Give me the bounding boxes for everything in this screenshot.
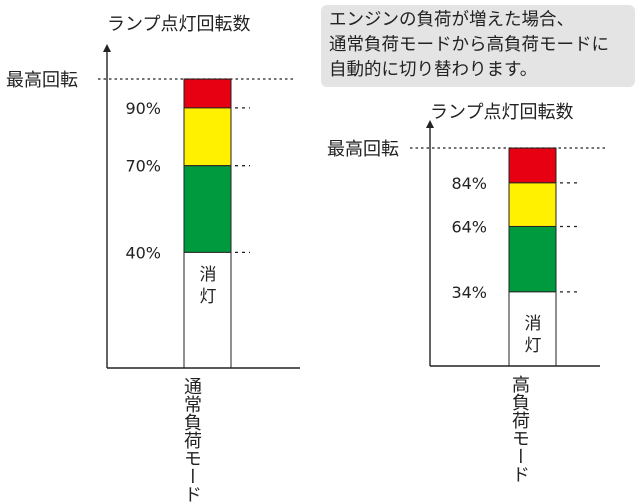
normal-threshold-label-1: 70% (125, 157, 161, 176)
lamp-rpm-diagram-svg: 90%70%40%ランプ点灯回転数最高回転消灯84%64%34%ランプ点灯回転数… (6, 14, 605, 369)
mode-switch-note: エンジンの負荷が増えた場合、 通常負荷モードから高負荷モードに 自動的に切り替わ… (321, 5, 635, 87)
note-line-1: エンジンの負荷が増えた場合、 (329, 10, 574, 30)
high-threshold-label-0: 84% (451, 174, 487, 193)
normal-threshold-label-0: 90% (125, 99, 161, 118)
normal-bar-yellow-zone (183, 107, 232, 167)
high-threshold-label-2: 34% (451, 283, 487, 302)
normal-max-label: 最高回転 (6, 70, 78, 91)
high-bar-yellow-zone (508, 182, 557, 227)
normal-axis-title: ランプ点灯回転数 (107, 14, 250, 35)
high-mode-label: 高負荷モード (508, 375, 530, 483)
normal-mode-label: 通常負荷モード (180, 377, 202, 503)
high-bar-off-zone (508, 291, 557, 367)
note-line-2: 通常負荷モードから高負荷モードに (329, 35, 609, 55)
normal-bar-red-zone (183, 78, 232, 109)
normal-y-axis-arrowhead (103, 44, 111, 52)
high-mode-label-line2: モード (509, 429, 530, 483)
high-off-label-2: 灯 (525, 336, 542, 356)
normal-bar-green-zone (183, 165, 232, 253)
high-max-label: 最高回転 (327, 139, 399, 160)
normal-off-label-1: 消 (200, 265, 217, 285)
normal-mode-label-line1: 通常負荷 (181, 377, 202, 449)
note-line-3: 自動的に切り替わります。 (329, 60, 538, 80)
high-mode-label-line1: 高負荷 (509, 375, 530, 429)
lamp-diagram: エンジンの負荷が増えた場合、 通常負荷モードから高負荷モードに 自動的に切り替わ… (6, 5, 635, 503)
normal-mode-label-line2: モード (181, 449, 202, 503)
normal-off-label-2: 灯 (200, 287, 217, 307)
normal-bar-off-zone (183, 251, 232, 369)
high-off-label-1: 消 (525, 314, 542, 334)
high-axis-title: ランプ点灯回転数 (430, 102, 573, 123)
high-threshold-label-1: 64% (451, 217, 487, 236)
high-y-axis-arrowhead (426, 120, 434, 128)
high-bar-green-zone (508, 225, 557, 293)
normal-threshold-label-2: 40% (125, 243, 161, 262)
high-bar-red-zone (508, 147, 557, 184)
